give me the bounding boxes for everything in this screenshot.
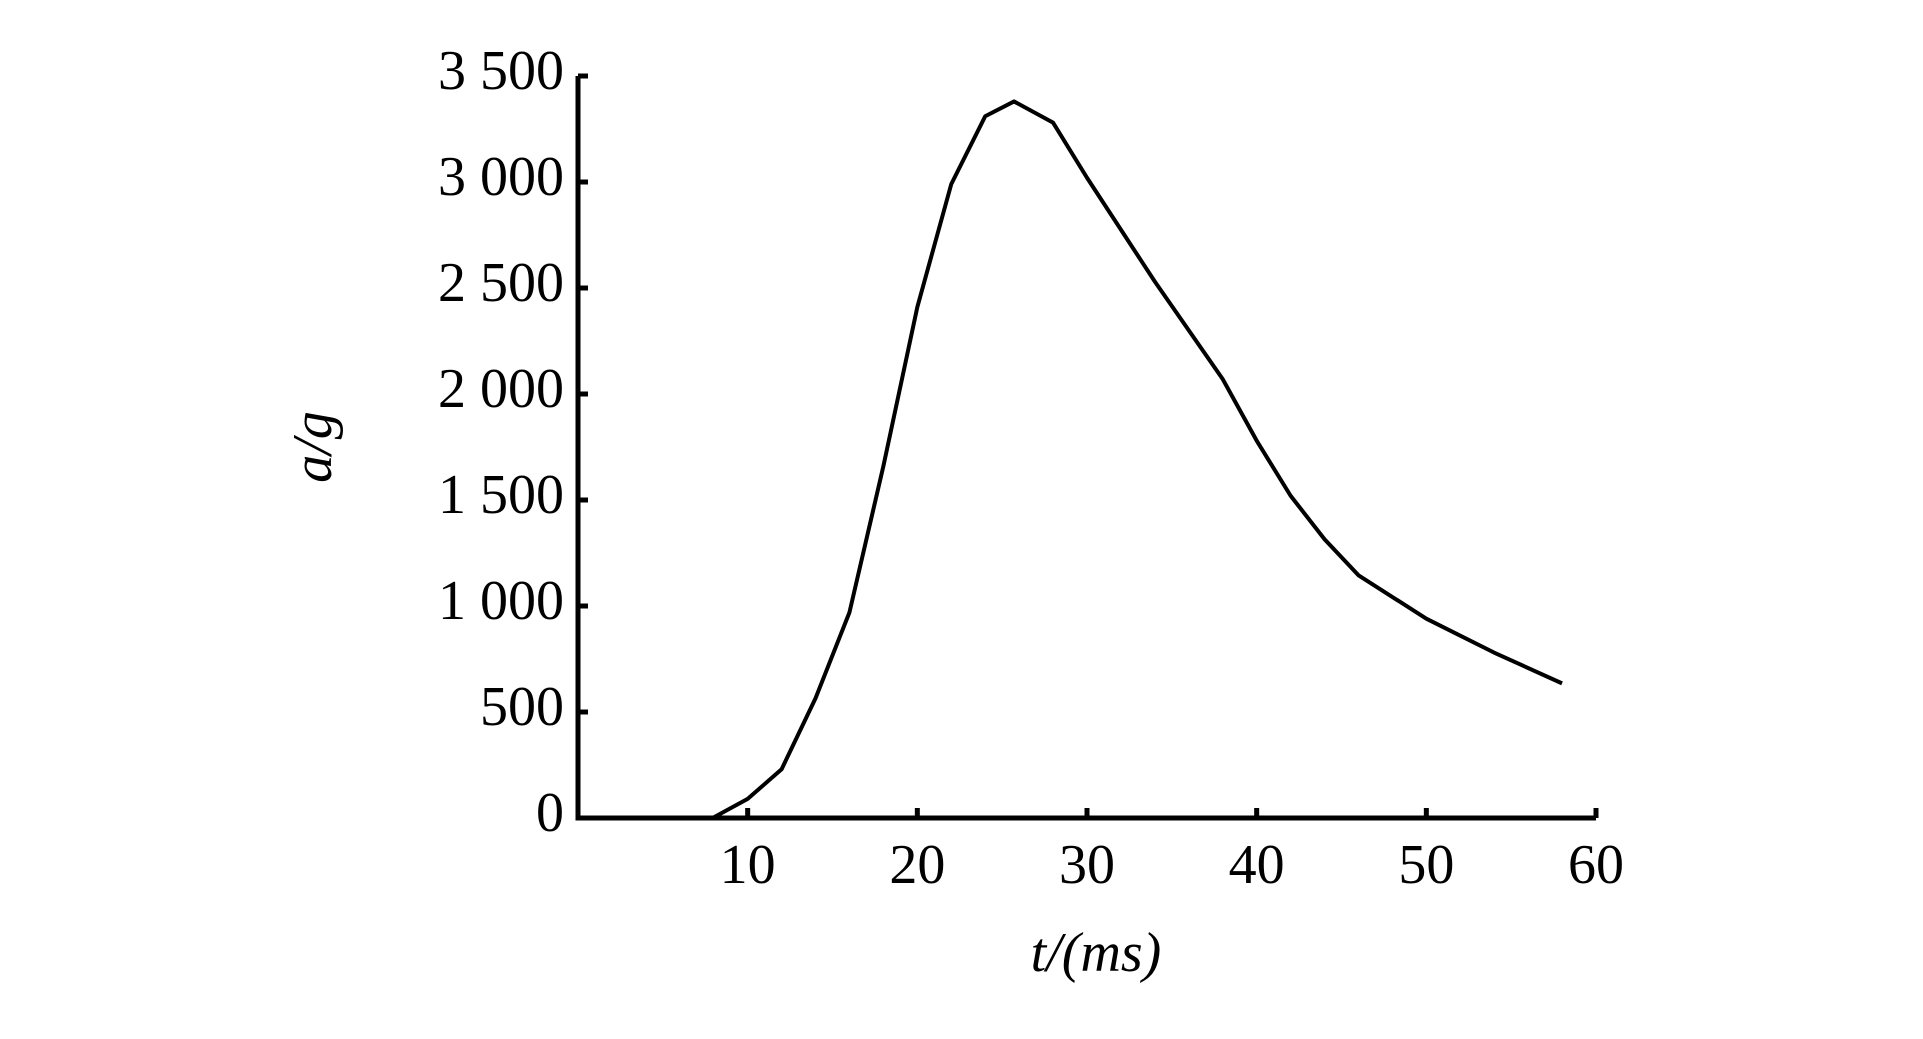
x-tick-label: 40 [1229,834,1285,896]
x-tick-label: 60 [1568,834,1624,896]
x-axis-label: t/(ms) [1031,922,1162,984]
y-tick-label: 2 500 [438,252,564,314]
x-tick-label: 50 [1398,834,1454,896]
y-tick-label: 1 500 [438,464,564,526]
y-axis-label: a/g [282,411,344,483]
y-tick-label: 3 000 [438,146,564,208]
x-tick-label: 20 [889,834,945,896]
y-tick-label: 2 000 [438,358,564,420]
y-tick-label: 0 [536,782,564,844]
x-tick-label: 10 [720,834,776,896]
y-tick-label: 3 500 [438,40,564,102]
axes [575,76,1596,821]
x-tick-label: 30 [1059,834,1115,896]
y-tick-label: 500 [480,676,564,738]
y-tick-label: 1 000 [438,570,564,632]
line-series [578,99,1563,820]
